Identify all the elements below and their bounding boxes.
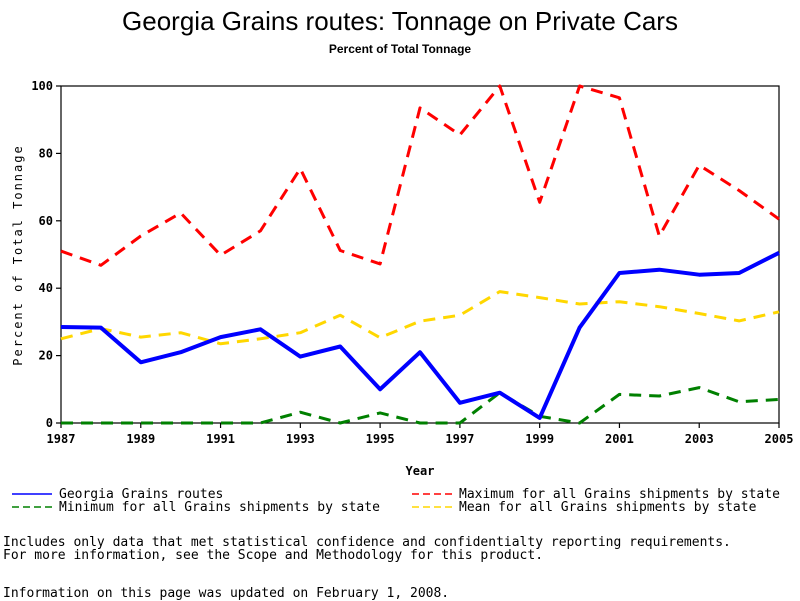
legend-item-minimum: Minimum for all Grains shipments by stat… (12, 500, 380, 515)
x-axis-label: Year (406, 464, 435, 478)
x-tick-label: 2005 (765, 432, 794, 446)
note-updated: Information on this page was updated on … (3, 586, 449, 601)
y-axis-label: Percent of Total Tonnage (11, 144, 25, 365)
plot-frame (61, 86, 779, 423)
legend: Georgia Grains routes Maximum for all Gr… (12, 487, 780, 515)
x-tick-label: 1989 (126, 432, 155, 446)
x-tick-label: 1993 (286, 432, 315, 446)
x-tick-label: 1991 (206, 432, 235, 446)
x-tick-label: 1995 (366, 432, 395, 446)
y-tick-label: 20 (39, 349, 53, 363)
series-line-maximum-for-all-grains-shipments-by-state (61, 86, 779, 265)
series-line-minimum-for-all-grains-shipments-by-state (61, 388, 779, 423)
y-tick-label: 60 (39, 214, 53, 228)
y-tick-label: 0 (46, 416, 53, 430)
chart-subtitle: Percent of Total Tonnage (329, 42, 472, 56)
chart-title: Georgia Grains routes: Tonnage on Privat… (122, 6, 678, 36)
x-tick-label: 2001 (605, 432, 634, 446)
x-tick-label: 2003 (685, 432, 714, 446)
x-tick-label: 1999 (525, 432, 554, 446)
series-group (61, 86, 779, 423)
x-tick-label: 1987 (47, 432, 76, 446)
x-axis: 1987 1989 1991 1993 1995 1997 1999 2001 2003 2005 (47, 423, 794, 446)
y-tick-label: 100 (31, 79, 53, 93)
y-tick-label: 40 (39, 281, 53, 295)
legend-label-minimum: Minimum for all Grains shipments by stat… (59, 500, 380, 515)
y-axis: 0 20 40 60 80 100 (31, 79, 61, 430)
series-line-mean-for-all-grains-shipments-by-state (61, 292, 779, 344)
legend-item-mean: Mean for all Grains shipments by state (412, 500, 757, 515)
legend-label-mean: Mean for all Grains shipments by state (459, 500, 757, 515)
note-methodology: For more information, see the Scope and … (3, 548, 543, 563)
y-tick-label: 80 (39, 146, 53, 160)
x-tick-label: 1997 (445, 432, 474, 446)
